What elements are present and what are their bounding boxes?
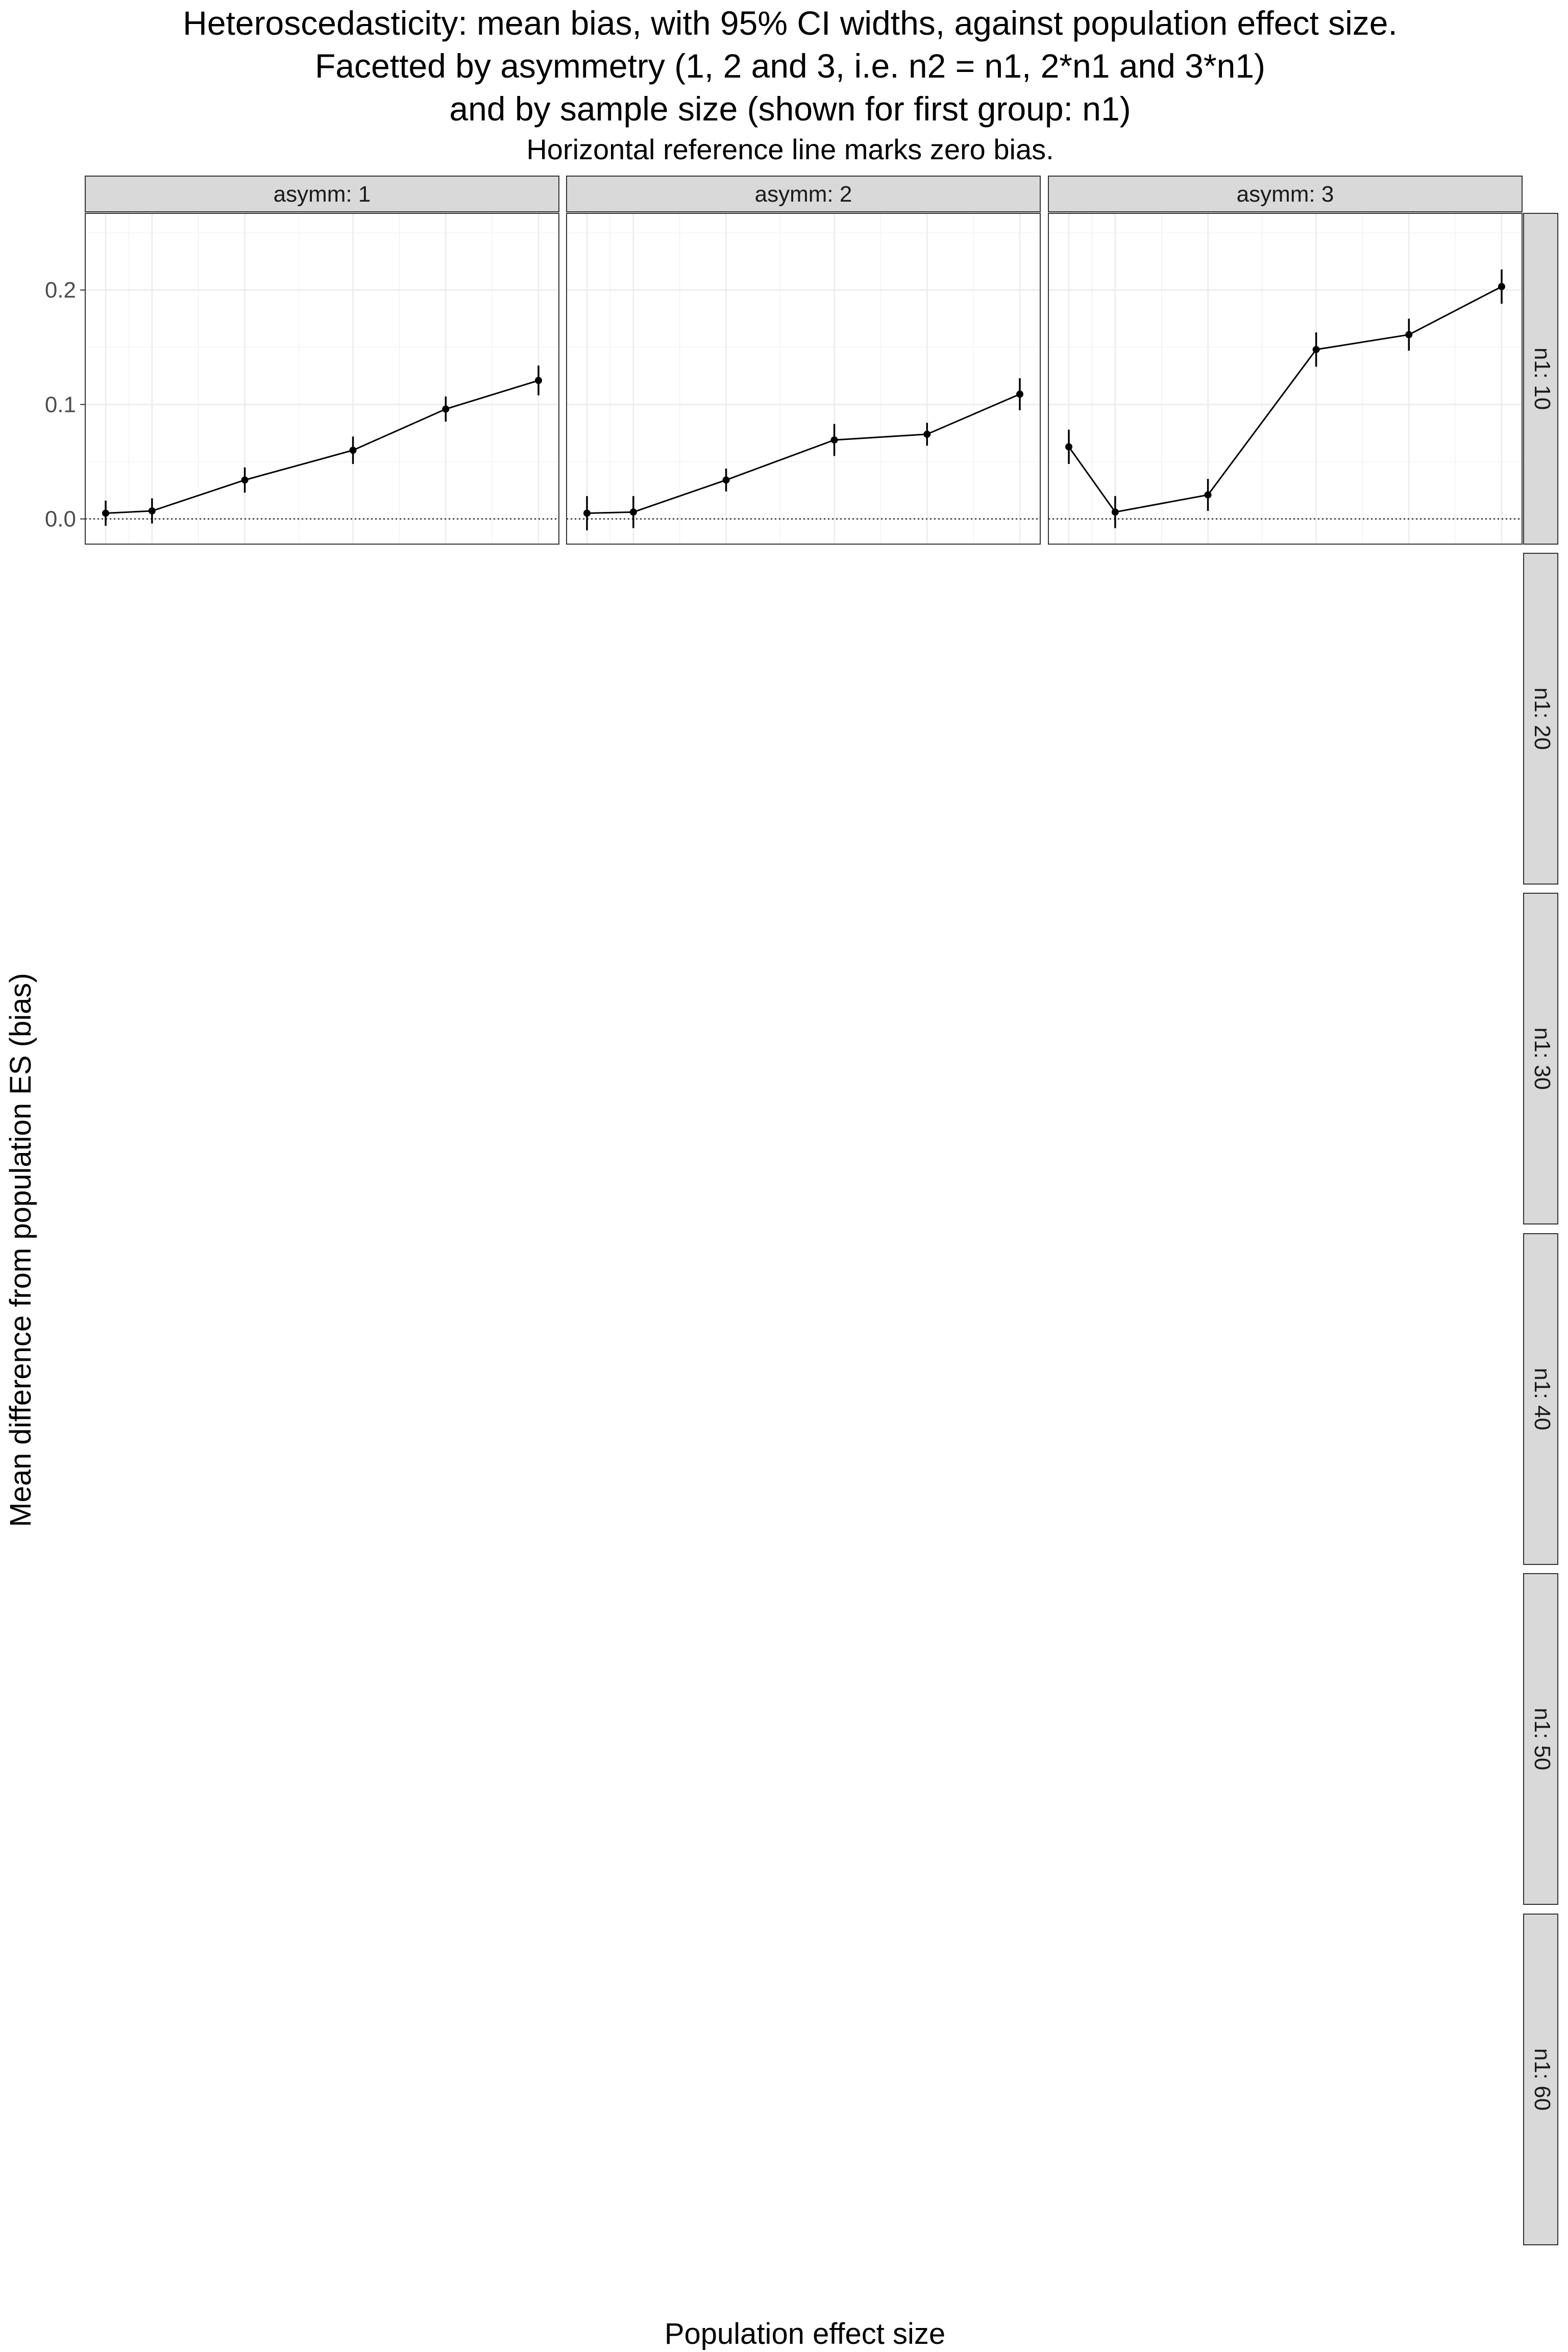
row-strip [1523,893,1558,1224]
row-strip [1523,213,1558,545]
data-point [1405,331,1413,338]
panel-grid: asymm: 1 asymm: 2 asymm: 3 n1: 10 n1: 20 n1: … [45,176,1558,2245]
data-point [1111,508,1119,516]
row-strip-label: n1: 40 [1530,1368,1555,1430]
data-point [1312,346,1320,353]
panel [566,213,1041,545]
row-strip [1523,553,1558,885]
row-strip [1523,1573,1558,1905]
row-strip-label: n1: 10 [1530,348,1555,410]
y-axis-title: Mean difference from population ES (bias… [4,973,37,1527]
row-strip-label: n1: 20 [1530,688,1555,750]
panel-border [566,213,1041,545]
y-tick-label: 0.0 [45,507,76,532]
column-strip-label: asymm: 2 [755,182,852,207]
y-tick-label: 0.2 [45,278,76,303]
column-strip [566,176,1041,212]
panel-background [1048,213,1522,544]
column-strip-label: asymm: 1 [274,182,371,207]
chart-subtitle: Horizontal reference line marks zero bia… [526,133,1054,165]
data-point [349,447,357,454]
column-strip-label: asymm: 3 [1237,182,1334,207]
data-point [629,508,637,516]
column-strip [1048,176,1523,212]
panel-border [85,213,559,545]
row-strip [1523,1233,1558,1565]
data-point [1016,390,1023,398]
panel-background [567,213,1040,544]
panel: 0.0 0.1 0.2 [45,213,559,545]
data-point [535,377,542,384]
title-line-2: Facetted by asymmetry (1, 2 and 3, i.e. … [315,47,1265,85]
data-point [1204,491,1212,499]
data-point [148,507,156,514]
data-point [442,405,450,413]
data-point [830,436,838,444]
column-strip [85,176,559,212]
series-line [586,393,1020,514]
panel [1048,213,1523,545]
row-strip-label: n1: 30 [1530,1027,1555,1090]
y-tick-label: 0.1 [45,392,76,417]
data-point [1065,443,1072,451]
row-strip-label: n1: 50 [1530,1708,1555,1770]
data-point [923,430,931,438]
row-strip-label: n1: 60 [1530,2048,1555,2111]
data-point [102,509,109,517]
row-strip [1523,1914,1558,2245]
series-line [1068,286,1502,513]
chart-title: Heteroscedasticity: mean bias, with 95% … [183,4,1398,165]
series-line [105,379,539,514]
title-line-1: Heteroscedasticity: mean bias, with 95% … [183,4,1398,42]
data-point [722,476,730,484]
x-axis-title: Population effect size [665,2317,945,2350]
title-line-3: and by sample size (shown for first grou… [449,90,1131,128]
panel-border [1048,213,1523,545]
panel-background [85,213,559,544]
data-point [1498,283,1505,290]
data-point [583,509,591,517]
data-point [241,476,249,484]
